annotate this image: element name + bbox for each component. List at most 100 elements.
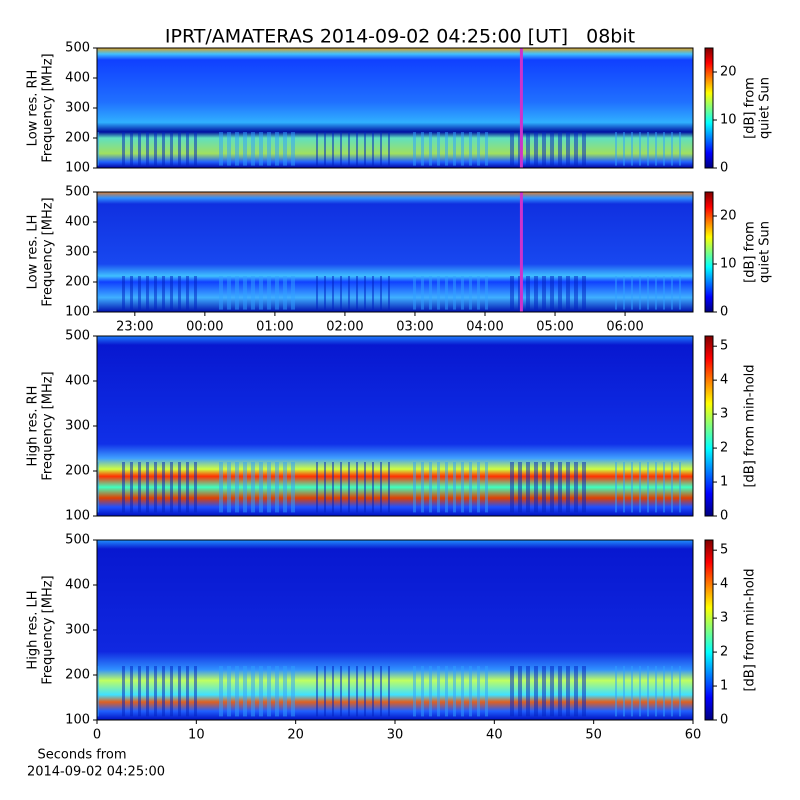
spectrogram-streak	[291, 276, 295, 310]
spectrogram-streak	[316, 132, 318, 166]
spectrogram-streak	[251, 132, 255, 166]
spectrogram-streak	[122, 462, 125, 513]
spectrogram-streak	[679, 462, 681, 513]
colorbar-label: [dB] from min-hold	[743, 364, 758, 487]
spectrogram-streak	[324, 666, 326, 717]
spectrogram-streak	[639, 132, 641, 166]
spectrogram-streak	[542, 132, 546, 166]
y-axis-label: High res. RH	[26, 386, 41, 467]
spectrogram-streak	[283, 276, 287, 310]
spectrogram-streak	[453, 462, 456, 513]
spectrogram-streak	[356, 462, 358, 513]
spectrogram-streak	[324, 132, 326, 166]
spectrogram-streak	[542, 462, 546, 513]
spectrogram-streak	[574, 132, 578, 166]
spectrogram-streak	[219, 666, 223, 717]
spectrogram-streak	[413, 666, 416, 717]
colorbar-tick-label: 1	[720, 475, 728, 490]
y-tick-label: 500	[65, 329, 90, 344]
spectrogram-streak	[146, 462, 149, 513]
spectrogram-streak	[348, 132, 350, 166]
spectrogram-streak	[130, 132, 133, 166]
spectrogram-streak	[526, 666, 530, 717]
spectrogram-streak	[655, 462, 657, 513]
spectrogram-streak	[122, 666, 125, 717]
spectrogram-streak	[324, 276, 326, 310]
spectrogram-streak	[97, 132, 99, 166]
spectrogram-streak	[421, 276, 424, 310]
spectrogram-streak	[655, 666, 657, 717]
spectrogram-streak	[623, 462, 625, 513]
spectrogram-streak	[388, 276, 390, 310]
spectrogram-streak	[477, 462, 480, 513]
spectrogram-streak	[283, 666, 287, 717]
spectrogram-streak	[283, 132, 287, 166]
spectrogram-streak	[639, 666, 641, 717]
colorbar-label: [dB] from min-hold	[743, 568, 758, 691]
colorbar-label: [dB] from	[743, 77, 758, 139]
spectrogram-streak	[227, 666, 231, 717]
spectrogram-streak	[485, 462, 488, 513]
spectrogram-streak	[243, 462, 247, 513]
colorbar-tick-label: 2	[720, 645, 728, 660]
spectrogram-streak	[413, 132, 416, 166]
spectrogram-streak	[324, 462, 326, 513]
spectrogram-streak	[413, 276, 416, 310]
spectrogram-streak	[510, 666, 514, 717]
spectrogram-streak	[647, 132, 649, 166]
x-tick-label: 00:00	[186, 320, 223, 335]
spectrogram-streak	[227, 462, 231, 513]
spectrogram-streak	[655, 132, 657, 166]
spectrogram-streak	[332, 276, 334, 310]
colorbar-tick-label: 0	[720, 161, 728, 176]
x-tick-label: 20	[287, 728, 304, 743]
spectrogram-streak	[534, 132, 538, 166]
colorbar-tick-label: 5	[720, 543, 728, 558]
spectrogram-streak	[275, 276, 279, 310]
spectrogram-streak	[477, 276, 480, 310]
spectrogram-streak	[542, 666, 546, 717]
spectrogram-streak	[615, 132, 617, 166]
colorbar-tick-label: 4	[720, 577, 728, 592]
spectrogram-streak	[615, 666, 617, 717]
spectrogram-streak	[453, 276, 456, 310]
colorbar-tick-label: 10	[720, 113, 737, 128]
spectrogram-streak	[631, 132, 633, 166]
spectrogram-streak	[162, 276, 165, 310]
spectrogram-streak	[437, 666, 440, 717]
spectrogram-streak	[316, 462, 318, 513]
spectrogram-streak	[388, 132, 390, 166]
colorbar-tick-label: 10	[720, 257, 737, 272]
spectrogram-streak	[477, 666, 480, 717]
y-tick-label: 400	[65, 374, 90, 389]
colorbar-tick-label: 5	[720, 339, 728, 354]
spectrogram-streak	[146, 132, 149, 166]
spectrogram-streak	[655, 276, 657, 310]
spectrogram-streak	[550, 462, 554, 513]
spectrogram-streak	[679, 132, 681, 166]
spectrogram-streak	[566, 276, 570, 310]
y-axis-label: Low res. LH	[26, 215, 41, 290]
spectrogram-streak	[235, 462, 239, 513]
x-tick-label: 23:00	[116, 320, 153, 335]
spectrogram-streak	[421, 132, 424, 166]
spectrogram-streak	[663, 132, 665, 166]
spectrogram-streak	[267, 276, 271, 310]
colorbar-tick-label: 0	[720, 305, 728, 320]
spectrogram-streak	[97, 666, 99, 717]
spectrogram-streak	[550, 132, 554, 166]
spectrogram-streak	[550, 276, 554, 310]
colorbar-frame	[704, 539, 714, 721]
x-tick-label: 02:00	[326, 320, 363, 335]
spectrogram-streak	[380, 666, 382, 717]
y-axis-label: High res. LH	[26, 590, 41, 669]
chart-title: IPRT/AMATERAS 2014-09-02 04:25:00 [UT] 0…	[165, 26, 635, 48]
spectrogram-streak	[679, 276, 681, 310]
x-axis-label: Seconds from	[37, 748, 126, 763]
spectrogram-streak	[356, 276, 358, 310]
colorbar-tick-label: 3	[720, 407, 728, 422]
spectrogram-streak	[477, 132, 480, 166]
spectrogram-streak	[130, 276, 133, 310]
spectrogram-streak	[445, 276, 448, 310]
colorbar-tick-label: 20	[720, 65, 737, 80]
